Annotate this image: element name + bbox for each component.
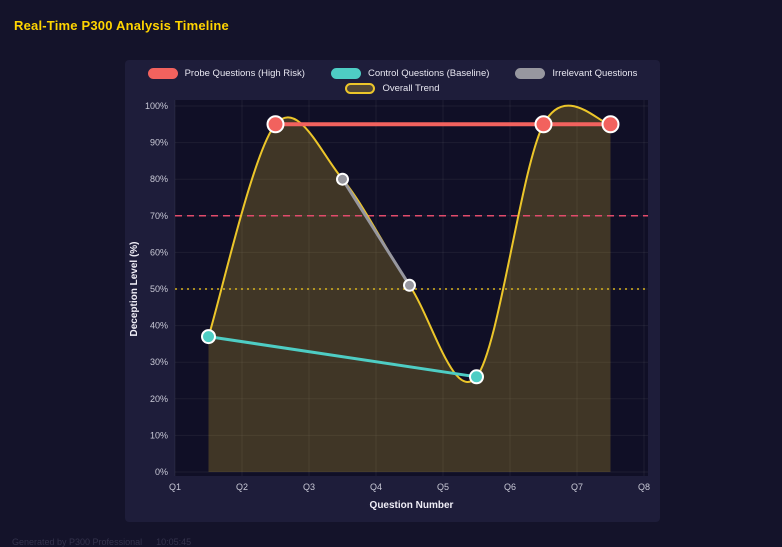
x-tick-label-q5: Q5: [437, 482, 449, 492]
legend-label-control-questions-baseline: Control Questions (Baseline): [367, 68, 490, 79]
y-tick-label-60: 60%: [150, 247, 168, 257]
legend-label-overall-trend: Overall Trend: [382, 83, 440, 94]
y-tick-label-20: 20%: [150, 394, 168, 404]
legend-item-control-questions-baseline[interactable]: Control Questions (Baseline): [330, 68, 490, 79]
footer-timestamp: 10:05:45: [156, 537, 192, 547]
x-tick-label-q4: Q4: [370, 482, 382, 492]
legend-item-irrelevant-questions[interactable]: Irrelevant Questions: [515, 68, 637, 79]
x-tick-label-q3: Q3: [303, 482, 315, 492]
data-point-control-questions-baseline-0[interactable]: [201, 329, 216, 345]
y-tick-label-100: 100%: [145, 101, 168, 111]
y-tick-label-30: 30%: [150, 357, 168, 367]
y-tick-label-70: 70%: [150, 211, 168, 221]
footer-generator-text: Generated by P300 Professional: [12, 537, 143, 547]
data-point-irrelevant-questions-0[interactable]: [336, 172, 349, 186]
data-point-irrelevant-questions-1[interactable]: [403, 278, 416, 292]
legend-row: Probe Questions (High Risk) Control Quest…: [147, 68, 637, 79]
legend-label-irrelevant-questions: Irrelevant Questions: [552, 68, 638, 79]
legend-item-overall-trend[interactable]: Overall Trend: [345, 83, 440, 94]
y-tick-label-50: 50%: [150, 284, 168, 294]
series-line-control-questions-baseline: [207, 335, 478, 379]
x-tick-label-q8: Q8: [638, 482, 650, 492]
legend-swatch-irrelevant-questions: [515, 68, 546, 79]
x-axis-title: Question Number: [370, 500, 454, 511]
p300-timeline-chart: 0% 10% 20% 30% 40% 50% 60% 70% 80% 90% 100% Q1 Q2 Q3 Q…: [129, 100, 650, 511]
y-axis-title: Deception Level (%): [129, 241, 140, 336]
chart-area: 0% 10% 20% 30% 40% 50% 60% 70% 80% 90% 100% Q1 Q2 Q3 Q…: [125, 98, 660, 514]
chart-panel: Probe Questions (High Risk) Control Quest…: [125, 60, 660, 522]
data-point-control-questions-baseline-1[interactable]: [469, 369, 484, 385]
data-point-probe-questions-high-risk-0[interactable]: [266, 115, 285, 134]
y-tick-label-90: 90%: [150, 138, 168, 148]
x-tick-label-q7: Q7: [571, 482, 583, 492]
page-title: Real-Time P300 Analysis Timeline: [14, 18, 229, 33]
legend-item-probe-questions-high-risk[interactable]: Probe Questions (High Risk): [147, 68, 305, 79]
legend-swatch-control-questions-baseline: [330, 68, 361, 79]
chart-legend: Probe Questions (High Risk) Control Quest…: [147, 68, 637, 94]
data-point-probe-questions-high-risk-2[interactable]: [601, 115, 620, 134]
y-tick-label-0: 0%: [155, 467, 168, 477]
legend-swatch-overall-trend: [345, 83, 376, 94]
y-tick-label-40: 40%: [150, 321, 168, 331]
legend-label-probe-questions-high-risk: Probe Questions (High Risk): [184, 68, 305, 79]
x-tick-label-q2: Q2: [236, 482, 248, 492]
x-tick-label-q1: Q1: [169, 482, 181, 492]
footer-note: Generated by P300 Professional 10:05:45: [12, 537, 191, 547]
data-point-probe-questions-high-risk-1[interactable]: [534, 115, 553, 134]
y-tick-label-10: 10%: [150, 430, 168, 440]
series-line-irrelevant-questions: [341, 177, 411, 287]
legend-row: Overall Trend: [345, 83, 440, 94]
x-tick-label-q6: Q6: [504, 482, 516, 492]
y-tick-label-80: 80%: [150, 174, 168, 184]
legend-swatch-probe-questions-high-risk: [147, 68, 178, 79]
